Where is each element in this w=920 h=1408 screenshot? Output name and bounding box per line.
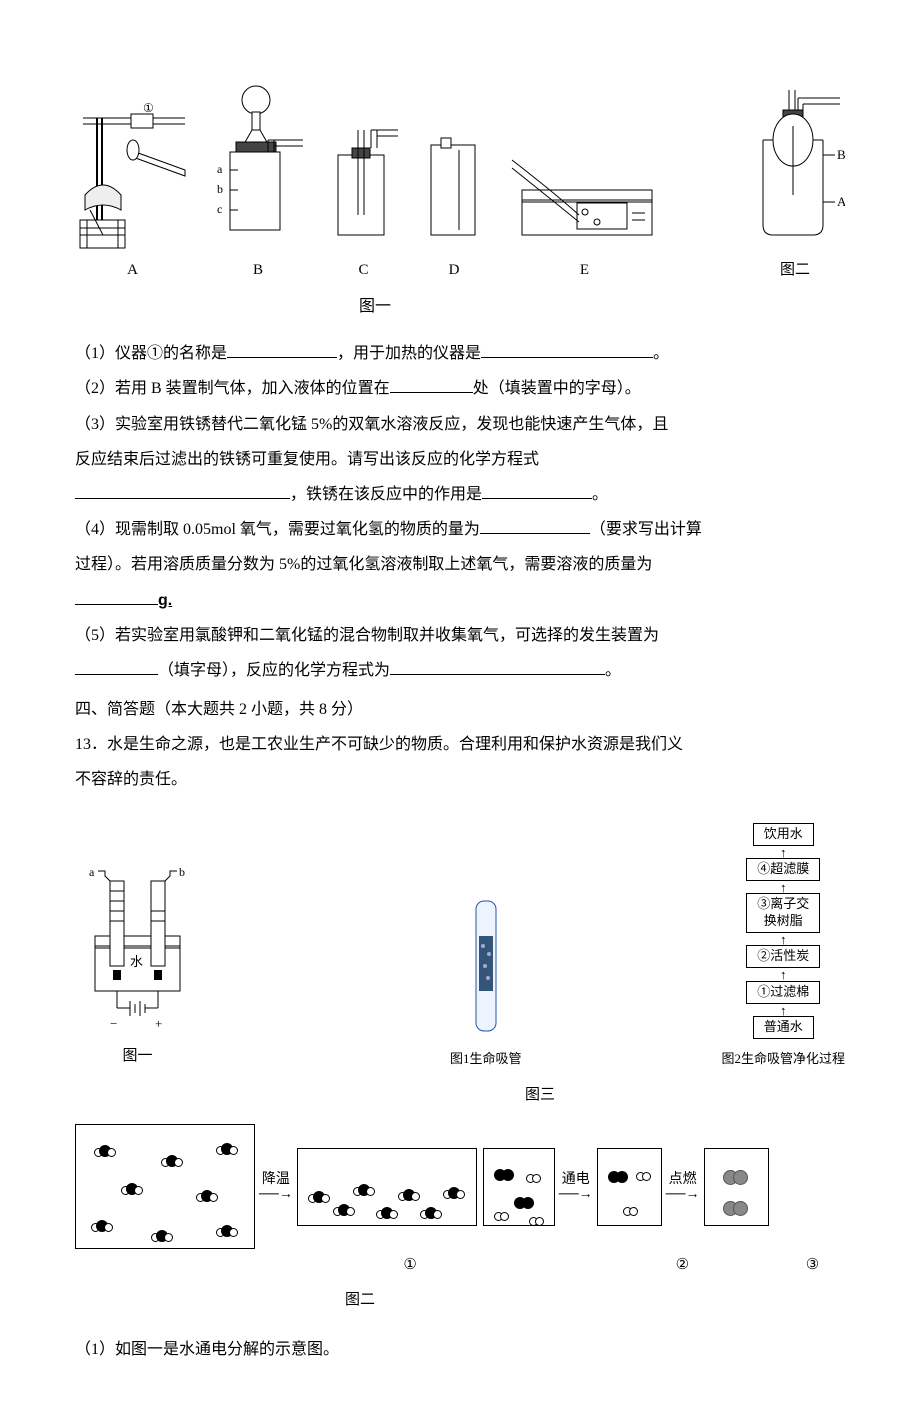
question-4-line1: （4）现需制取 0.05mol 氧气，需要过氧化氢的物质的量为 （要求写出计算 <box>75 512 845 547</box>
question-5-line2: （填字母），反应的化学方程式为 。 <box>75 653 845 688</box>
label-e: E <box>580 254 589 287</box>
question-3-line3: ，铁锈在该反应中的作用是 。 <box>75 477 845 512</box>
molecule-panel-2 <box>597 1148 662 1226</box>
flow-arrow-icon: ↑ <box>780 970 787 980</box>
electrolysis-caption: 图一 <box>122 1040 152 1073</box>
straw-group-caption: 图三 <box>235 1079 845 1112</box>
section-4-heading: 四、简答题（本大题共 2 小题，共 8 分） <box>75 692 845 727</box>
apparatus-d: D <box>419 120 489 287</box>
q5-end: 。 <box>605 662 621 679</box>
flow-4: ④超滤膜 <box>746 858 820 881</box>
q13-line2: 不容辞的责任。 <box>75 762 845 797</box>
arrow-cool: 降温──→ <box>255 1172 297 1203</box>
q4-unit: g. <box>158 592 172 609</box>
apparatus-figure-row: ① A <box>75 80 845 287</box>
straw-img-caption: 图1生命吸管 <box>450 1045 522 1074</box>
straw-flow-caption: 图2生命吸管净化过程 <box>721 1045 845 1074</box>
flow-arrow-icon: ↑ <box>780 1006 787 1016</box>
life-straw-image: 图1生命吸管 <box>450 896 522 1074</box>
label-a: A <box>127 254 138 287</box>
q3-mid: ，铁锈在该反应中的作用是 <box>290 486 482 503</box>
svg-text:c: c <box>217 202 222 216</box>
svg-text:−: − <box>110 1016 117 1031</box>
svg-text:a: a <box>217 162 223 176</box>
q4-blank2 <box>75 589 158 605</box>
arrow-ignite: 点燃──→ <box>662 1172 704 1203</box>
q5-blank2 <box>390 659 605 675</box>
question-5-line1: （5）若实验室用氯酸钾和二氧化锰的混合物制取并收集氧气，可选择的发生装置为 <box>75 618 845 653</box>
apparatus-b: a b c B <box>208 80 308 287</box>
q3-blank1 <box>75 483 290 499</box>
molecule-figure-group: 降温──→ 通电──→ 点燃 <box>75 1124 845 1317</box>
apparatus-fig2-right: B A 图二 <box>745 80 845 287</box>
molecule-panel-1 <box>297 1148 477 1226</box>
fig1-caption: 图一 <box>0 289 845 324</box>
apparatus-c: C <box>326 120 401 287</box>
label-c: C <box>358 254 368 287</box>
svg-text:水: 水 <box>130 954 143 969</box>
flow-arrow-icon: ↑ <box>780 935 787 945</box>
flow-top: 饮用水 <box>753 823 814 846</box>
svg-text:A: A <box>837 194 845 209</box>
svg-text:a: a <box>89 866 95 879</box>
q1-prefix: （1）仪器①的名称是 <box>75 345 227 362</box>
svg-text:b: b <box>179 866 185 879</box>
electrolysis-figure: a b 水 − + 图一 <box>75 866 200 1073</box>
arrow-electrify: 通电──→ <box>555 1172 597 1203</box>
svg-text:+: + <box>155 1016 162 1031</box>
panel-label-2: ② <box>650 1249 715 1282</box>
question-1: （1）仪器①的名称是 ，用于加热的仪器是 。 <box>75 336 845 371</box>
flow-arrow-icon: ↑ <box>780 883 787 893</box>
marker-1: ① <box>143 101 154 115</box>
question-4-line3: g. <box>75 583 845 618</box>
question-3-line1: （3）实验室用铁锈替代二氧化锰 5%的双氧水溶液反应，发现也能快速产生气体，且 <box>75 407 845 442</box>
flow-2: ②活性炭 <box>746 945 820 968</box>
fig2-caption: 图二 <box>345 1284 375 1317</box>
molecule-panel-gas <box>75 1124 255 1249</box>
flow-arrow-icon: ↑ <box>780 848 787 858</box>
q2-blank <box>390 377 473 393</box>
q5-mid: （填字母），反应的化学方程式为 <box>158 662 390 679</box>
question-4-line2: 过程）。若用溶质质量分数为 5%的过氧化氢溶液制取上述氧气，需要溶液的质量为 <box>75 547 845 582</box>
apparatus-e: E <box>507 140 662 287</box>
water-figures-row: a b 水 − + 图一 <box>75 823 845 1074</box>
question-2: （2）若用 B 装置制气体，加入液体的位置在 处（填装置中的字母）。 <box>75 371 845 406</box>
q1-blank1 <box>227 342 337 358</box>
q4-prefix: （4）现需制取 0.05mol 氧气，需要过氧化氢的物质的量为 <box>75 521 480 538</box>
molecule-panel-3 <box>704 1148 769 1226</box>
flow-1: ①过滤棉 <box>746 981 820 1004</box>
q3-end: 。 <box>592 486 608 503</box>
svg-text:B: B <box>837 147 845 162</box>
svg-text:b: b <box>217 182 223 196</box>
q5-blank1 <box>75 659 158 675</box>
question-3-line2: 反应结束后过滤出的铁锈可重复使用。请写出该反应的化学方程式 <box>75 442 845 477</box>
q2-end: 处（填装置中的字母）。 <box>473 380 641 397</box>
q4-blank1 <box>480 518 590 534</box>
q1-end: 。 <box>653 345 669 362</box>
sub-question-1: （1）如图一是水通电分解的示意图。 <box>75 1332 845 1367</box>
life-straw-flowchart: 饮用水 ↑ ④超滤膜 ↑ ③离子交换树脂 ↑ ②活性炭 ↑ ①过滤棉 ↑ 普通水… <box>721 823 845 1074</box>
q13-line1: 13．水是生命之源，也是工农业生产不可缺少的物质。合理利用和保护水资源是我们义 <box>75 727 845 762</box>
molecule-panel-split <box>483 1148 555 1226</box>
q4-mid: （要求写出计算 <box>590 521 702 538</box>
panel-label-1: ① <box>320 1249 500 1282</box>
q1-blank2 <box>481 342 653 358</box>
q3-blank2 <box>482 483 592 499</box>
flow-bottom: 普通水 <box>753 1016 814 1039</box>
apparatus-a: ① A <box>75 100 190 287</box>
q2-prefix: （2）若用 B 装置制气体，加入液体的位置在 <box>75 380 390 397</box>
q1-mid: ，用于加热的仪器是 <box>337 345 481 362</box>
label-d: D <box>449 254 460 287</box>
panel-label-3: ③ <box>780 1249 845 1282</box>
flow-3: ③离子交换树脂 <box>746 893 820 933</box>
label-b: B <box>253 254 263 287</box>
fig2-caption: 图二 <box>780 254 810 287</box>
